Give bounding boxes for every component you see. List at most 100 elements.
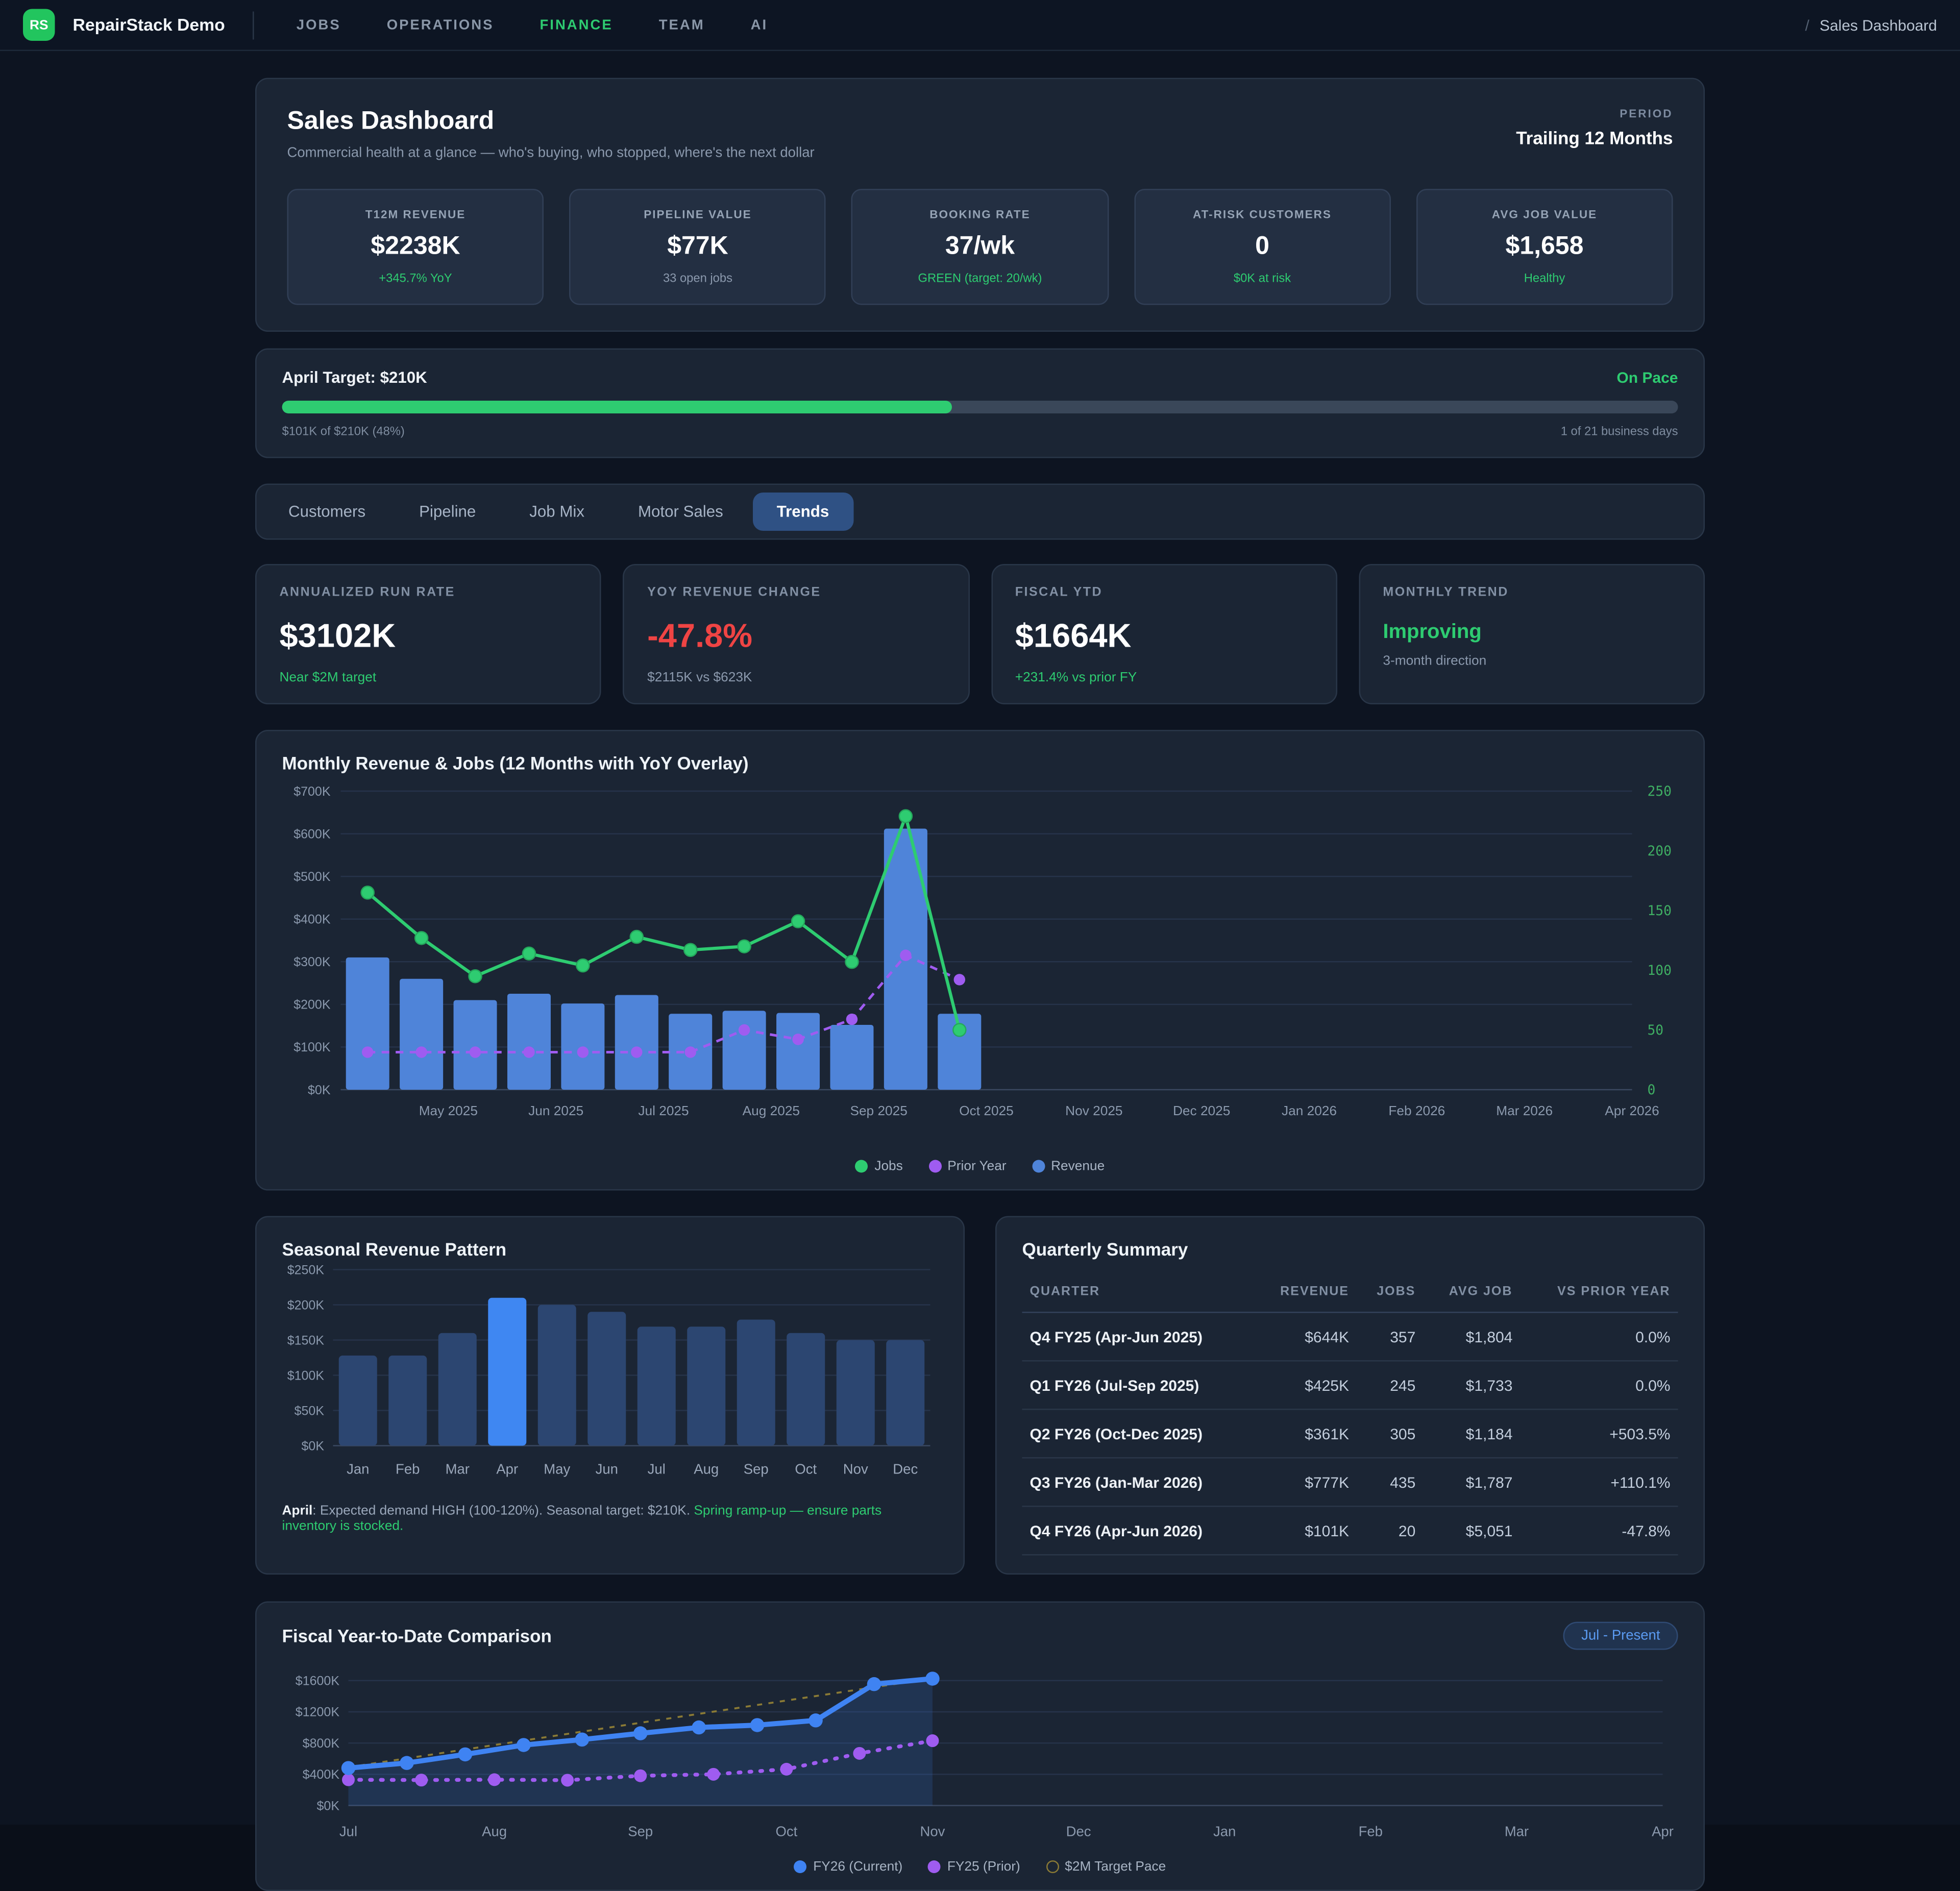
quarterly-table-title: Quarterly Summary xyxy=(1022,1239,1678,1260)
svg-text:Feb 2026: Feb 2026 xyxy=(1388,1103,1445,1118)
seasonal-note: April: Expected demand HIGH (100-120%). … xyxy=(282,1503,938,1534)
nav-item-operations[interactable]: OPERATIONS xyxy=(387,17,494,33)
trend-stats-row: ANNUALIZED RUN RATE $3102K Near $2M targ… xyxy=(255,564,1705,704)
svg-text:Dec 2025: Dec 2025 xyxy=(1173,1103,1230,1118)
tab-pipeline[interactable]: Pipeline xyxy=(395,493,500,531)
fiscal-chart-title: Fiscal Year-to-Date Comparison xyxy=(282,1626,552,1646)
svg-text:Jun: Jun xyxy=(596,1461,618,1477)
tab-motor-sales[interactable]: Motor Sales xyxy=(614,493,748,531)
svg-text:Jan: Jan xyxy=(347,1461,369,1477)
monthly-chart-legend: Jobs Prior Year Revenue xyxy=(282,1159,1678,1174)
nav-item-team[interactable]: TEAM xyxy=(659,17,705,33)
kpi-t12m-revenue: T12M REVENUE $2238K +345.7% YoY xyxy=(287,189,544,305)
svg-text:$1600K: $1600K xyxy=(296,1674,340,1688)
svg-text:$0K: $0K xyxy=(308,1083,331,1097)
kpi-avg-job-value: AVG JOB VALUE $1,658 Healthy xyxy=(1416,189,1673,305)
seasonal-pattern-panel: Seasonal Revenue Pattern $0K$50K$100K$15… xyxy=(255,1216,965,1575)
svg-text:$600K: $600K xyxy=(293,827,331,841)
svg-text:0: 0 xyxy=(1648,1083,1656,1098)
page-subtitle: Commercial health at a glance — who's bu… xyxy=(287,145,815,161)
breadcrumb: / Sales Dashboard xyxy=(1805,16,1937,34)
kpi-booking-rate: BOOKING RATE 37/wk GREEN (target: 20/wk) xyxy=(851,189,1108,305)
svg-text:Oct: Oct xyxy=(775,1824,797,1839)
tab-trends[interactable]: Trends xyxy=(752,493,853,531)
breadcrumb-separator: / xyxy=(1805,16,1809,34)
svg-text:Aug: Aug xyxy=(694,1461,719,1477)
svg-text:Apr: Apr xyxy=(1652,1824,1674,1839)
svg-text:$50K: $50K xyxy=(295,1404,325,1418)
svg-text:$400K: $400K xyxy=(303,1767,340,1782)
svg-text:Mar 2026: Mar 2026 xyxy=(1496,1103,1553,1118)
tab-job-mix[interactable]: Job Mix xyxy=(505,493,609,531)
svg-text:Jul: Jul xyxy=(339,1824,357,1839)
page-title: Sales Dashboard xyxy=(287,107,815,137)
target-progress-fill xyxy=(282,401,952,413)
target-progress-bar xyxy=(282,401,1678,413)
fy25-legend-dot xyxy=(928,1860,941,1873)
svg-text:$1200K: $1200K xyxy=(296,1705,340,1720)
svg-text:150: 150 xyxy=(1648,903,1672,919)
brand-name: RepairStack Demo xyxy=(73,15,225,35)
kpi-at-risk-customers: AT-RISK CUSTOMERS 0 $0K at risk xyxy=(1134,189,1390,305)
svg-text:Mar: Mar xyxy=(1505,1824,1529,1839)
quarterly-summary-table: QUARTER REVENUE JOBS AVG JOB VS PRIOR YE… xyxy=(1022,1275,1678,1556)
seasonal-chart-title: Seasonal Revenue Pattern xyxy=(282,1239,938,1260)
monthly-chart-title: Monthly Revenue & Jobs (12 Months with Y… xyxy=(282,753,1678,773)
breadcrumb-current[interactable]: Sales Dashboard xyxy=(1820,16,1937,34)
svg-text:Oct 2025: Oct 2025 xyxy=(959,1103,1014,1118)
top-nav: RS RepairStack Demo JOBS OPERATIONS FINA… xyxy=(0,0,1960,51)
svg-text:May 2025: May 2025 xyxy=(419,1103,478,1118)
svg-text:$200K: $200K xyxy=(293,998,331,1012)
svg-text:Sep 2025: Sep 2025 xyxy=(850,1103,907,1118)
svg-text:Dec: Dec xyxy=(1066,1824,1091,1839)
brand-logo[interactable]: RS xyxy=(23,9,55,41)
target-progress-text: $101K of $210K (48%) xyxy=(282,425,405,439)
svg-text:Mar: Mar xyxy=(446,1461,470,1477)
tab-customers[interactable]: Customers xyxy=(264,493,390,531)
dashboard-header-panel: Sales Dashboard Commercial health at a g… xyxy=(255,78,1705,332)
stat-annualized-run-rate: ANNUALIZED RUN RATE $3102K Near $2M targ… xyxy=(255,564,601,704)
dashboard-tabs: Customers Pipeline Job Mix Motor Sales T… xyxy=(255,484,1705,540)
svg-text:Aug 2025: Aug 2025 xyxy=(743,1103,800,1118)
target-days-text: 1 of 21 business days xyxy=(1561,425,1678,439)
quarterly-summary-panel: Quarterly Summary QUARTER REVENUE JOBS A… xyxy=(995,1216,1705,1575)
stat-monthly-trend: MONTHLY TREND Improving 3-month directio… xyxy=(1359,564,1705,704)
nav-item-finance[interactable]: FINANCE xyxy=(540,17,613,33)
kpi-row: T12M REVENUE $2238K +345.7% YoY PIPELINE… xyxy=(287,189,1673,305)
svg-text:$500K: $500K xyxy=(293,870,331,884)
target-status-badge: On Pace xyxy=(1616,369,1678,387)
svg-text:$250K: $250K xyxy=(287,1263,325,1277)
svg-text:Nov: Nov xyxy=(920,1824,945,1839)
nav-item-ai[interactable]: AI xyxy=(751,17,768,33)
target-pace-legend-dot xyxy=(1046,1860,1059,1873)
fiscal-ytd-panel: Fiscal Year-to-Date Comparison Jul - Pre… xyxy=(255,1602,1705,1891)
svg-text:$100K: $100K xyxy=(287,1368,325,1383)
svg-text:$800K: $800K xyxy=(303,1736,340,1751)
monthly-revenue-jobs-panel: Monthly Revenue & Jobs (12 Months with Y… xyxy=(255,730,1705,1191)
fiscal-chart-legend: FY26 (Current) FY25 (Prior) $2M Target P… xyxy=(282,1859,1678,1875)
svg-text:Nov 2025: Nov 2025 xyxy=(1065,1103,1122,1118)
svg-text:250: 250 xyxy=(1648,784,1672,799)
svg-text:Jun 2025: Jun 2025 xyxy=(528,1103,583,1118)
kpi-pipeline-value: PIPELINE VALUE $77K 33 open jobs xyxy=(569,189,826,305)
nav-divider xyxy=(253,11,255,39)
svg-text:Sep: Sep xyxy=(744,1461,769,1477)
svg-text:$200K: $200K xyxy=(287,1298,325,1312)
revenue-legend-dot xyxy=(1032,1160,1045,1173)
period-label: PERIOD xyxy=(1516,107,1673,120)
jobs-legend-dot xyxy=(855,1160,868,1173)
svg-text:Apr: Apr xyxy=(496,1461,518,1477)
svg-text:$0K: $0K xyxy=(317,1799,340,1813)
svg-text:$150K: $150K xyxy=(287,1333,325,1347)
svg-text:50: 50 xyxy=(1648,1023,1664,1038)
nav-item-jobs[interactable]: JOBS xyxy=(297,17,341,33)
svg-text:$700K: $700K xyxy=(293,784,331,799)
monthly-target-panel: April Target: $210K On Pace $101K of $21… xyxy=(255,349,1705,458)
